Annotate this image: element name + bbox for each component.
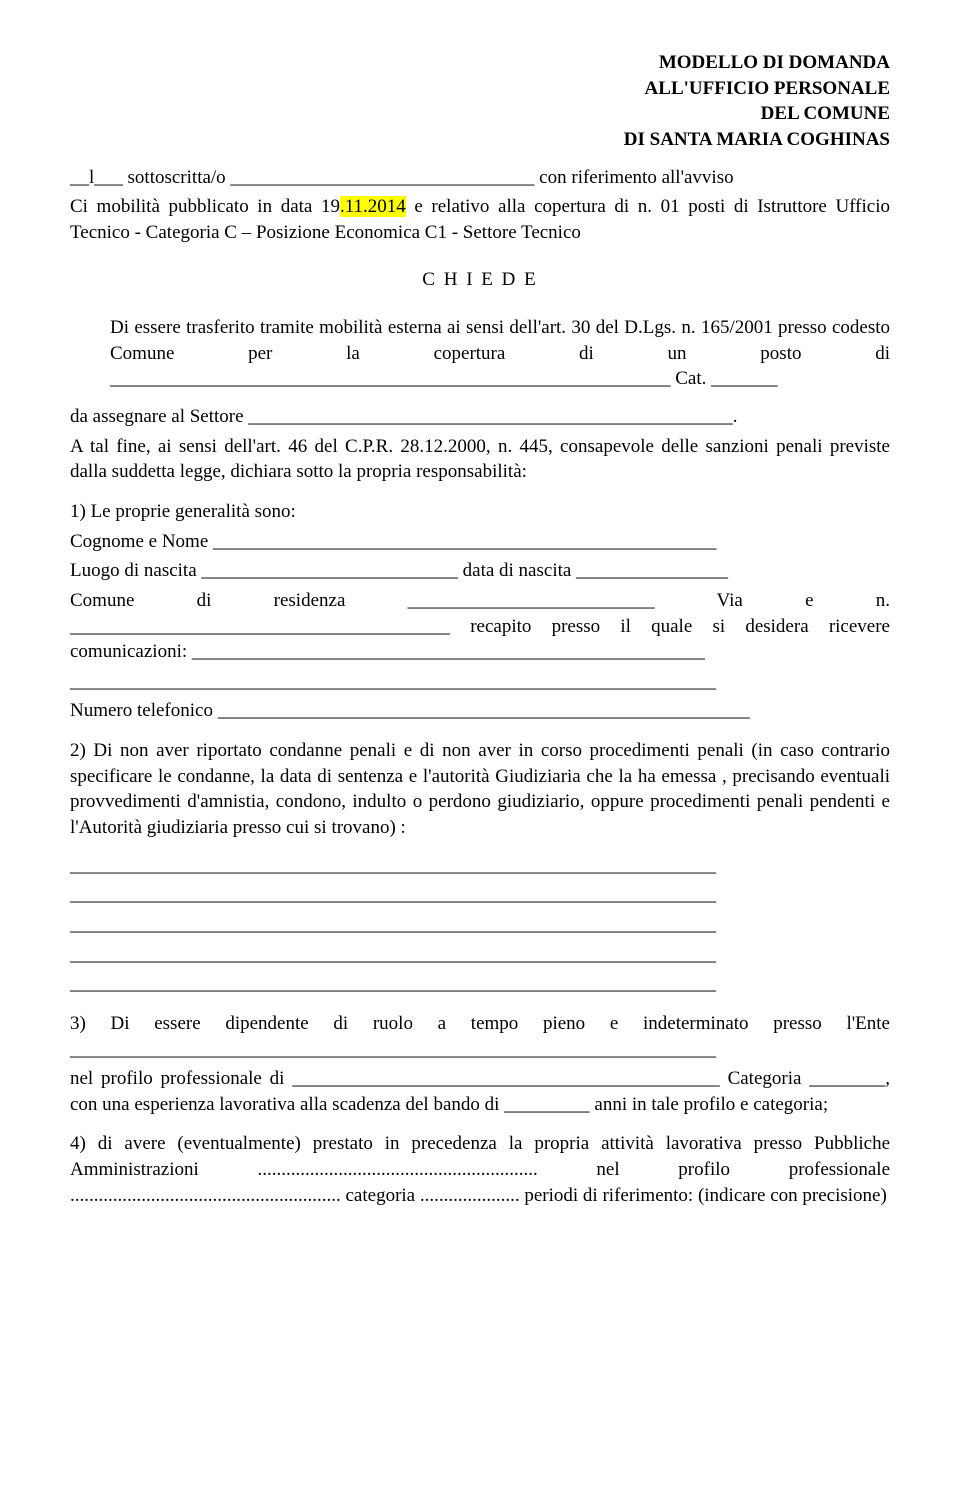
body1-p3: A tal fine, ai sensi dell'art. 46 del C.… bbox=[70, 434, 890, 485]
intro-line1: __l___ sottoscritta/o __________________… bbox=[70, 165, 890, 191]
section1-cognome: Cognome e Nome _________________________… bbox=[70, 529, 890, 555]
section2-blank3: ________________________________________… bbox=[70, 912, 890, 938]
section2-blank2: ________________________________________… bbox=[70, 882, 890, 908]
body1-p2: da assegnare al Settore ________________… bbox=[70, 404, 890, 430]
highlighted-date: .11.2014 bbox=[340, 196, 406, 217]
section1-telefono: Numero telefonico ______________________… bbox=[70, 698, 890, 724]
section3-p1: 3) Di essere dipendente di ruolo a tempo… bbox=[70, 1011, 890, 1062]
section2-blank1: ________________________________________… bbox=[70, 853, 890, 879]
section2-blank5: ________________________________________… bbox=[70, 971, 890, 997]
intro-line2: Ci mobilità pubblicato in data 19.11.201… bbox=[70, 194, 890, 245]
section3-p2: nel profilo professionale di ___________… bbox=[70, 1066, 890, 1117]
section2-blank4: ________________________________________… bbox=[70, 942, 890, 968]
header-line2: ALL'UFFICIO PERSONALE bbox=[70, 76, 890, 102]
section1-luogo: Luogo di nascita _______________________… bbox=[70, 558, 890, 584]
header-line4: DI SANTA MARIA COGHINAS bbox=[70, 127, 890, 153]
section4-text: 4) di avere (eventualmente) prestato in … bbox=[70, 1131, 890, 1208]
header-line3: DEL COMUNE bbox=[70, 101, 890, 127]
section1-title: 1) Le proprie generalità sono: bbox=[70, 499, 890, 525]
section1-comune: Comune di residenza ____________________… bbox=[70, 588, 890, 665]
chiede-heading: C H I E D E bbox=[70, 267, 890, 293]
section2-text: 2) Di non aver riportato condanne penali… bbox=[70, 738, 890, 841]
document-header: MODELLO DI DOMANDA ALL'UFFICIO PERSONALE… bbox=[70, 50, 890, 153]
request-paragraph: Di essere trasferito tramite mobilità es… bbox=[70, 315, 890, 392]
intro-line2-prefix: Ci mobilità pubblicato in data 19 bbox=[70, 196, 340, 217]
section1-blank: ________________________________________… bbox=[70, 669, 890, 695]
header-line1: MODELLO DI DOMANDA bbox=[70, 50, 890, 76]
body1-p1: Di essere trasferito tramite mobilità es… bbox=[110, 317, 890, 389]
